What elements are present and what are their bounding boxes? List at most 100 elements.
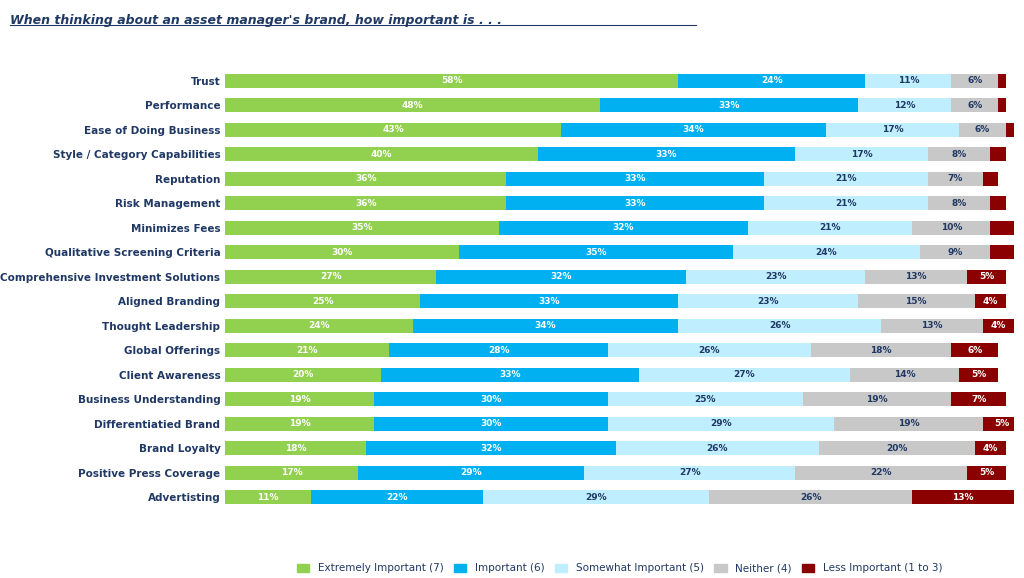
Text: 5%: 5% [971,370,986,379]
Bar [983,417,1022,431]
Bar [436,270,686,284]
Bar [749,221,912,235]
Text: 29%: 29% [461,468,482,477]
Text: 28%: 28% [487,346,509,355]
Text: 33%: 33% [718,101,739,110]
Text: 7%: 7% [971,395,986,404]
Bar [764,196,928,210]
Bar [858,294,975,308]
Text: 21%: 21% [836,174,857,183]
Text: 23%: 23% [757,297,778,306]
Bar [381,368,639,382]
Text: 10%: 10% [941,223,962,232]
Text: 30%: 30% [480,395,502,404]
Bar [225,318,413,333]
Text: 13%: 13% [952,493,974,502]
Bar [835,417,983,431]
Bar [1006,123,1022,137]
Bar [366,441,615,455]
Text: 14%: 14% [894,370,915,379]
Bar [225,368,381,382]
Text: 20%: 20% [886,444,907,453]
Text: 43%: 43% [382,125,403,134]
Bar [912,221,990,235]
Bar [826,123,959,137]
Bar [951,392,1006,406]
Bar [990,245,1014,260]
Text: 6%: 6% [967,76,982,85]
Text: 30%: 30% [332,248,353,257]
Text: 13%: 13% [905,272,927,281]
Text: 33%: 33% [500,370,521,379]
Text: 8%: 8% [951,150,967,159]
Text: 26%: 26% [698,346,720,355]
Text: 34%: 34% [535,321,556,330]
Bar [615,441,818,455]
Bar [225,221,499,235]
Text: 23%: 23% [765,272,786,281]
Bar [225,123,561,137]
Bar [921,245,990,260]
Bar [225,466,358,480]
Text: 18%: 18% [870,346,892,355]
Text: 26%: 26% [800,493,821,502]
Text: 18%: 18% [285,444,306,453]
Bar [225,245,460,260]
Bar [358,466,585,480]
Text: 33%: 33% [655,150,677,159]
Text: 32%: 32% [550,272,571,281]
Bar [608,343,811,357]
Bar [585,466,796,480]
Text: 35%: 35% [586,248,607,257]
Bar [928,147,990,161]
Bar [967,466,1006,480]
Bar [225,147,538,161]
Text: 6%: 6% [967,101,982,110]
Text: 26%: 26% [707,444,728,453]
Text: 36%: 36% [355,174,377,183]
Text: 5%: 5% [979,272,994,281]
Bar [608,417,835,431]
Bar [951,73,998,88]
Text: 4%: 4% [990,321,1006,330]
Bar [600,98,858,112]
Bar [959,368,998,382]
Text: 5%: 5% [979,468,994,477]
Text: 17%: 17% [851,150,872,159]
Text: 15%: 15% [905,297,927,306]
Text: 21%: 21% [836,199,857,208]
Bar [975,441,1006,455]
Text: 25%: 25% [694,395,716,404]
Bar [865,270,967,284]
Bar [311,490,483,505]
Text: 27%: 27% [319,272,341,281]
Text: 4%: 4% [983,297,998,306]
Text: 4%: 4% [983,444,998,453]
Bar [225,343,389,357]
Bar [225,172,506,186]
Bar [912,490,1014,505]
Text: 33%: 33% [625,199,646,208]
Bar [951,343,998,357]
Bar [374,392,608,406]
Bar [225,270,436,284]
Bar [225,73,678,88]
Text: 11%: 11% [898,76,920,85]
Text: 12%: 12% [894,101,915,110]
Bar [796,466,967,480]
Bar [225,392,374,406]
Text: 22%: 22% [870,468,892,477]
Text: 48%: 48% [401,101,424,110]
Text: 13%: 13% [921,321,942,330]
Bar [374,417,608,431]
Bar [225,294,421,308]
Bar [678,73,865,88]
Text: 29%: 29% [711,419,732,428]
Bar [959,123,1006,137]
Text: 36%: 36% [355,199,377,208]
Text: 33%: 33% [539,297,560,306]
Bar [967,270,1006,284]
Bar [225,196,506,210]
Bar [983,318,1014,333]
Text: 27%: 27% [679,468,700,477]
